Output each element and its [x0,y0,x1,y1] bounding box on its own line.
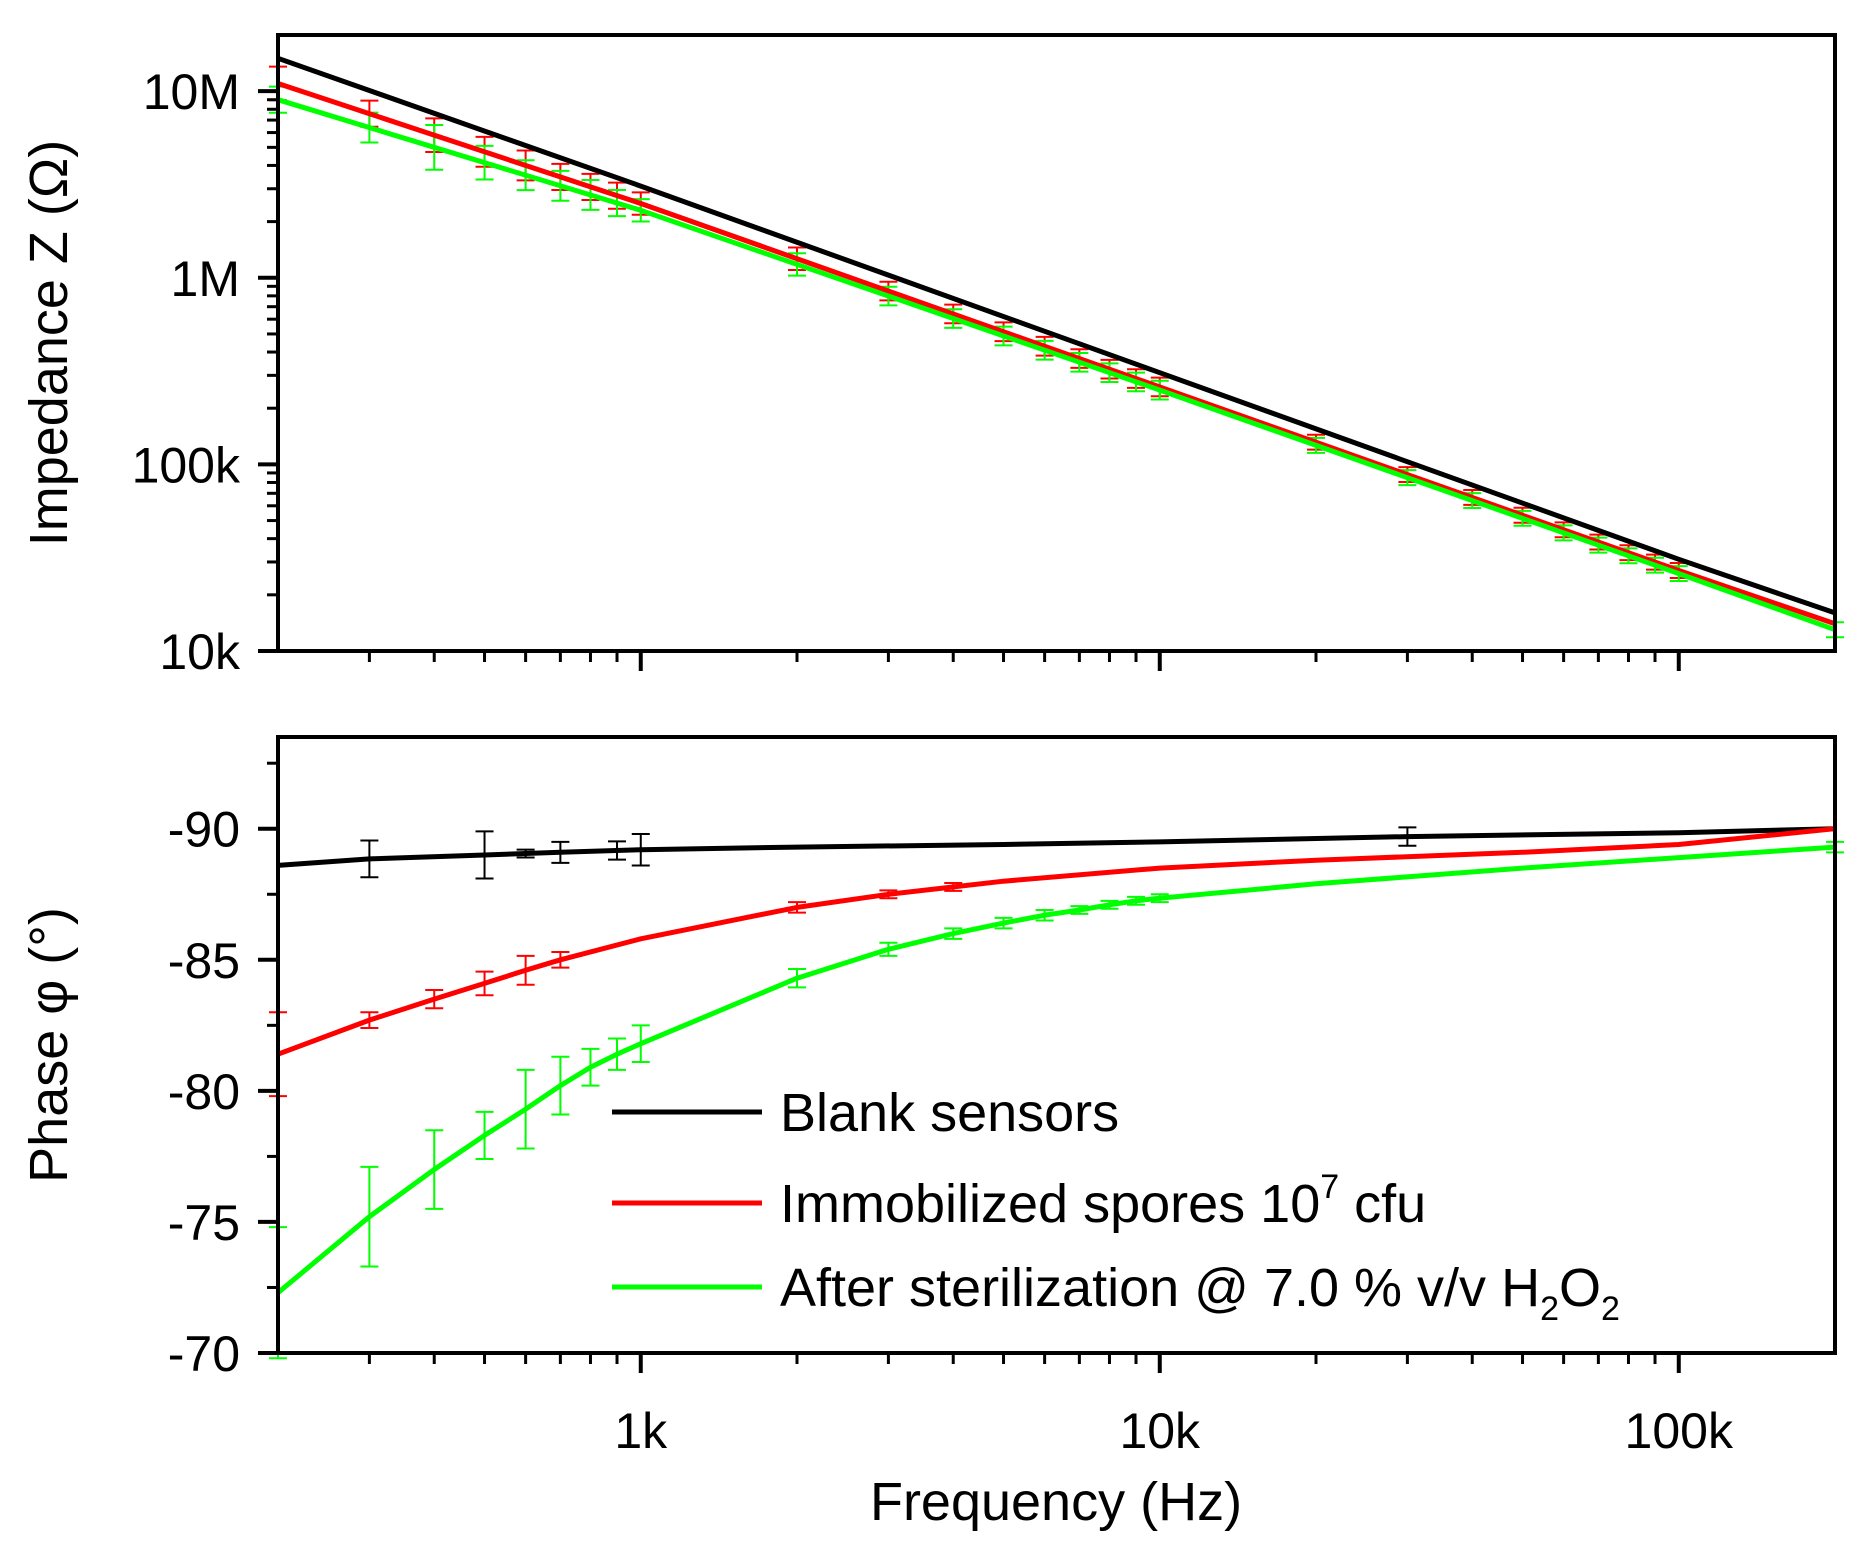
impedance-series-line-1 [277,81,1836,627]
impedance-panel: 10k 100k 1M 10M Impedance Z (Ω) [19,33,1844,680]
impedance-series-layer [269,55,1844,639]
legend-label-blank: Blank sensors [780,1083,1119,1143]
impedance-y-tick-label: 10M [143,64,240,120]
legend: Blank sensors Immobilized spores 107 cfu… [612,1083,1620,1328]
legend-label-spores-main: Immobilized spores 10 [780,1174,1320,1234]
phase-series-1-errorbars [269,881,963,1098]
legend-label-spores-exponent: 7 [1320,1168,1339,1206]
legend-entry-blank: Blank sensors [612,1083,1119,1143]
x-axis-tick-labels: 1k 10k 100k [614,1403,1734,1459]
impedance-y-tick-label: 1M [171,251,240,307]
impedance-axes: 10k 100k 1M 10M [132,64,1681,680]
phase-series-line-1 [277,826,1836,1057]
legend-entry-sterilized: After sterilization @ 7.0 % v/v H2O2 [612,1258,1620,1328]
impedance-y-tick-label: 10k [159,624,241,680]
phase-y-axis-title: Phase φ (°) [19,907,79,1183]
legend-label-sterilized: After sterilization @ 7.0 % v/v H2O2 [780,1258,1620,1328]
impedance-y-tick-label: 100k [132,437,241,493]
phase-y-tick-label: -75 [168,1195,240,1251]
x-axis-title: Frequency (Hz) [870,1472,1242,1532]
x-tick-label: 1k [614,1403,668,1459]
phase-y-tick-label: -85 [168,933,240,989]
legend-label-sterilized-main: After sterilization @ 7.0 % v/v H [780,1258,1540,1318]
legend-label-spores: Immobilized spores 107 cfu [780,1168,1426,1234]
x-tick-label: 10k [1119,1403,1201,1459]
phase-y-tick-label: -90 [168,802,240,858]
phase-series-layer [269,826,1844,1360]
impedance-y-axis-title: Impedance Z (Ω) [19,140,79,547]
phase-series-line-0 [277,826,1836,868]
impedance-series-line-0 [277,55,1836,616]
phase-axes: -70 -75 -80 -85 -90 [168,761,1681,1382]
legend-label-sterilized-sub-2: 2 [1601,1290,1620,1328]
phase-series-line-2 [276,844,1836,1295]
impedance-plot-frame [276,33,1837,653]
legend-label-sterilized-sub-1: 2 [1540,1290,1559,1328]
phase-y-tick-label: -70 [168,1326,240,1382]
x-tick-label: 100k [1625,1403,1734,1459]
legend-entry-spores: Immobilized spores 107 cfu [612,1168,1426,1234]
phase-y-tick-label: -80 [168,1064,240,1120]
legend-label-spores-tail: cfu [1339,1174,1426,1234]
phase-plot-frame [276,735,1837,1355]
phase-panel: -70 -75 -80 -85 -90 Phase φ (°) [19,735,1844,1382]
legend-label-sterilized-mid: O [1559,1258,1601,1318]
impedance-series-line-2 [277,97,1836,633]
